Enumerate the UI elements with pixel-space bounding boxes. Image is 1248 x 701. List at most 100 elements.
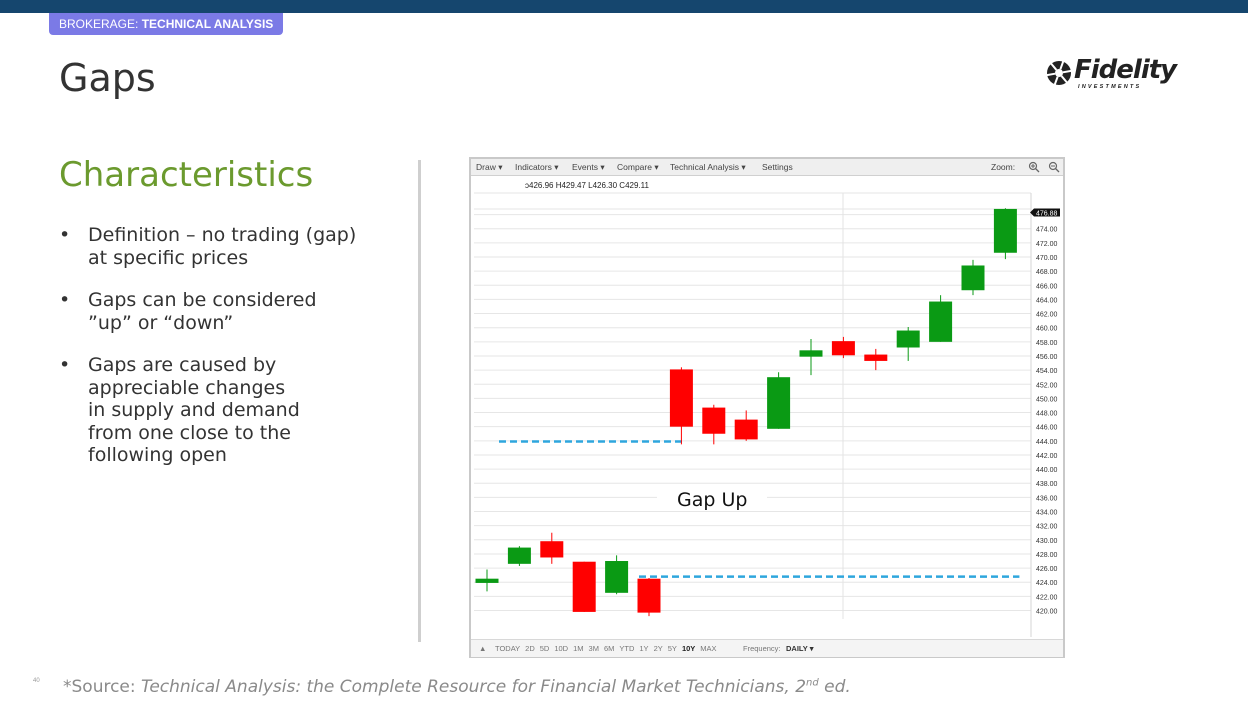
y-tick-label: 462.00 xyxy=(1036,312,1058,319)
fidelity-logo-icon xyxy=(1046,60,1072,86)
range-button-5y[interactable]: 5Y xyxy=(667,644,677,653)
candle-up xyxy=(475,578,499,583)
source-title-suffix: ed. xyxy=(818,677,851,697)
section-tag-bold: TECHNICAL ANALYSIS xyxy=(141,17,274,31)
y-tick-label: 450.00 xyxy=(1036,396,1058,403)
candlestick-chart: 420.00 422.00 424.00 426.00 428.00 430.00 432.… xyxy=(474,192,1060,637)
bullet-text: Definition – no trading (gap) at specifi… xyxy=(88,224,357,269)
candle-down xyxy=(540,541,564,558)
compare-menu[interactable]: Compare ▾ xyxy=(617,162,659,172)
bullet-item: • Definition – no trading (gap) at specif… xyxy=(59,224,399,269)
bullet-dot: • xyxy=(59,289,71,311)
y-tick-label: 442.00 xyxy=(1036,453,1058,460)
y-tick-label: 456.00 xyxy=(1036,354,1058,361)
range-button-max[interactable]: MAX xyxy=(700,644,717,653)
range-button-ytd[interactable]: YTD xyxy=(619,644,635,653)
range-button-10d[interactable]: 10D xyxy=(554,644,569,653)
range-button-2d[interactable]: 2D xyxy=(525,644,535,653)
technical-analysis-menu[interactable]: Technical Analysis ▾ xyxy=(670,162,746,172)
y-tick-label: 422.00 xyxy=(1036,594,1058,601)
section-tag: BROKERAGE: TECHNICAL ANALYSIS xyxy=(49,13,284,35)
candle-up xyxy=(929,301,953,342)
frequency-select[interactable]: DAILY ▾ xyxy=(786,644,814,653)
last-price-label: 476.88 xyxy=(1036,210,1058,217)
bullet-dot: • xyxy=(59,224,71,246)
y-tick-label: 430.00 xyxy=(1036,538,1058,545)
bullet-list: • Definition – no trading (gap) at specif… xyxy=(59,224,399,487)
fidelity-logo-word: Fidelity xyxy=(1074,55,1177,85)
chart-toolbar: Draw ▾ Indicators ▾ Events ▾ Compare ▾ T… xyxy=(471,159,1063,176)
candle-up xyxy=(896,330,920,348)
y-tick-label: 468.00 xyxy=(1036,269,1058,276)
y-tick-label: 428.00 xyxy=(1036,552,1058,559)
top-bar xyxy=(0,0,1248,13)
bullet-dot: • xyxy=(59,354,71,376)
y-tick-label: 440.00 xyxy=(1036,467,1058,474)
page-title: Gaps xyxy=(59,56,156,100)
candle-down xyxy=(864,354,888,361)
y-tick-label: 472.00 xyxy=(1036,241,1058,248)
range-button-2y[interactable]: 2Y xyxy=(653,644,663,653)
events-menu[interactable]: Events ▾ xyxy=(572,162,605,172)
candle-up xyxy=(799,350,823,357)
zoom-in-icon[interactable] xyxy=(1028,161,1040,173)
y-tick-label: 434.00 xyxy=(1036,510,1058,517)
y-tick-label: 438.00 xyxy=(1036,481,1058,488)
range-buttons: TODAY 2D 5D 10D 1M 3M 6M YTD 1Y 2Y 5Y 10Y MAX xyxy=(495,644,722,653)
y-tick-label: 460.00 xyxy=(1036,326,1058,333)
range-collapse-icon[interactable]: ▲ xyxy=(479,644,487,653)
candle-down xyxy=(734,419,758,440)
ohlc-readout: ↄ426.96 H429.47 L426.30 C429.11 xyxy=(525,181,649,190)
candle-down xyxy=(702,407,726,434)
fidelity-logo-sub: INVESTMENTS xyxy=(1078,84,1142,90)
candle-up xyxy=(605,561,629,593)
vertical-divider xyxy=(418,160,421,642)
section-tag-prefix: BROKERAGE: xyxy=(59,17,139,31)
page-number: 40 xyxy=(33,678,40,684)
bullet-text: Gaps are caused by appreciable changes i… xyxy=(88,354,300,466)
zoom-label: Zoom: xyxy=(991,162,1016,172)
candle-down xyxy=(669,369,693,427)
range-button-10y[interactable]: 10Y xyxy=(681,644,696,653)
y-tick-label: 424.00 xyxy=(1036,580,1058,587)
range-button-today[interactable]: TODAY xyxy=(495,644,521,653)
frequency-label: Frequency: xyxy=(743,644,781,653)
last-price-marker xyxy=(1030,208,1060,217)
y-tick-label: 436.00 xyxy=(1036,495,1058,502)
y-tick-label: 420.00 xyxy=(1036,609,1058,616)
bullet-text: Gaps can be considered ”up” or “down” xyxy=(88,289,317,334)
y-tick-label: 464.00 xyxy=(1036,297,1058,304)
characteristics-heading: Characteristics xyxy=(59,155,314,195)
source-footnote: *Source: Technical Analysis: the Complet… xyxy=(63,677,851,697)
y-tick-label: 458.00 xyxy=(1036,340,1058,347)
range-button-1y[interactable]: 1Y xyxy=(639,644,649,653)
chart-screenshot: Draw ▾ Indicators ▾ Events ▾ Compare ▾ T… xyxy=(469,157,1065,658)
candle-up xyxy=(961,265,985,291)
source-title: Technical Analysis: the Complete Resourc… xyxy=(141,677,851,697)
source-prefix: *Source: xyxy=(63,677,142,697)
range-button-6m[interactable]: 6M xyxy=(603,644,615,653)
range-button-3m[interactable]: 3M xyxy=(588,644,599,653)
y-tick-label: 446.00 xyxy=(1036,425,1058,432)
settings-menu[interactable]: Settings xyxy=(762,162,793,172)
range-button-1m[interactable]: 1M xyxy=(573,644,584,653)
source-title-text: Technical Analysis: the Complete Resourc… xyxy=(141,677,807,697)
y-tick-label: 444.00 xyxy=(1036,439,1058,446)
y-tick-label: 432.00 xyxy=(1036,524,1058,531)
y-tick-label: 470.00 xyxy=(1036,255,1058,262)
range-button-5d[interactable]: 5D xyxy=(539,644,550,653)
y-tick-label: 466.00 xyxy=(1036,283,1058,290)
candle-up xyxy=(993,208,1017,253)
indicators-menu[interactable]: Indicators ▾ xyxy=(515,162,559,172)
candle-up xyxy=(507,547,531,564)
range-bar: ▲ TODAY 2D 5D 10D 1M 3M 6M YTD 1Y 2Y 5Y 10Y MAX Freq… xyxy=(471,639,1063,657)
zoom-out-icon[interactable] xyxy=(1048,161,1060,173)
candle-down xyxy=(572,561,596,612)
bullet-item: • Gaps are caused by appreciable changes … xyxy=(59,354,399,467)
draw-menu[interactable]: Draw ▾ xyxy=(476,162,503,172)
y-tick-label: 454.00 xyxy=(1036,368,1058,375)
candle-up xyxy=(767,377,791,429)
candle-down xyxy=(831,341,855,356)
y-tick-label: 448.00 xyxy=(1036,411,1058,418)
candle-down xyxy=(637,578,661,613)
